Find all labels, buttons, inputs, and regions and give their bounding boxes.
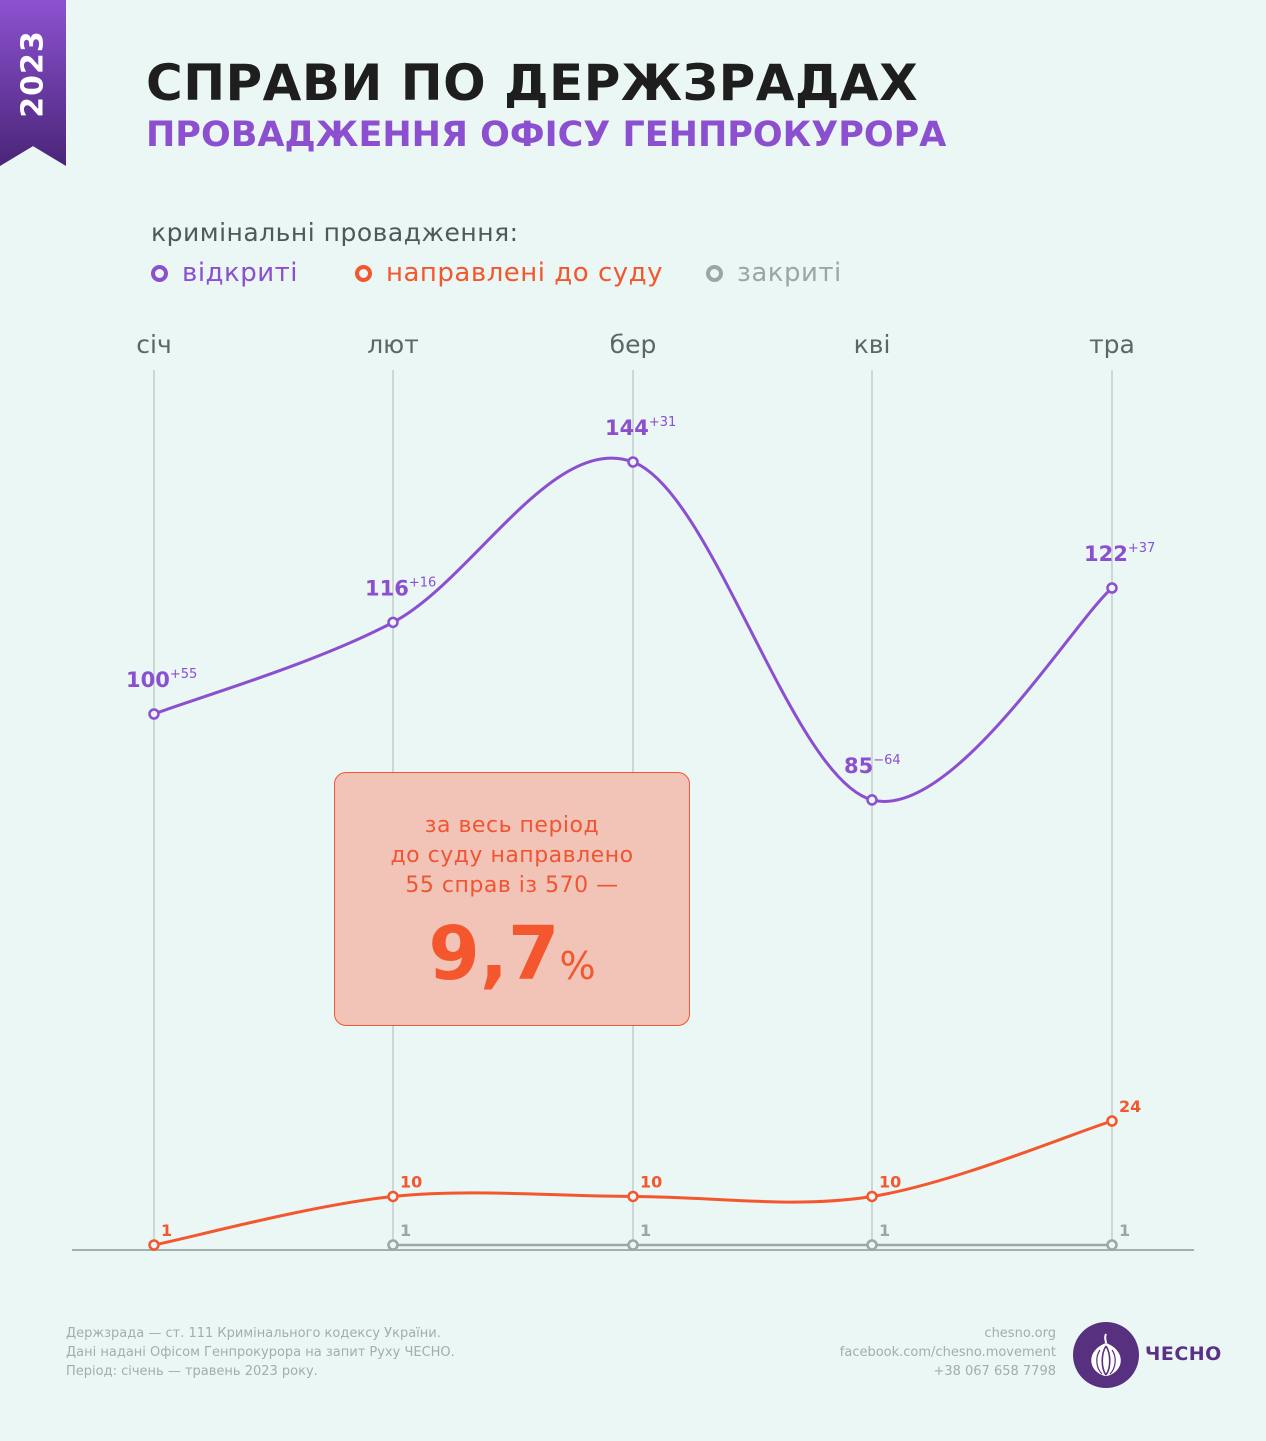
data-point xyxy=(148,708,160,720)
data-label: 1 xyxy=(161,1221,172,1240)
data-point xyxy=(387,1190,399,1203)
data-label: 85−64 xyxy=(844,753,901,778)
garlic-logo-icon xyxy=(1073,1322,1139,1388)
data-label: 10 xyxy=(879,1172,901,1191)
data-label: 1 xyxy=(640,1221,651,1240)
data-point xyxy=(627,1190,639,1203)
logo-text: ЧЕСНО xyxy=(1145,1343,1222,1365)
callout-percentage: 9,7% xyxy=(335,911,689,997)
data-point xyxy=(1106,1115,1118,1127)
data-label: 100+55 xyxy=(126,667,197,692)
x-tick-label: січ xyxy=(136,330,171,359)
data-label: 1 xyxy=(400,1221,411,1240)
data-label: 1 xyxy=(1119,1221,1130,1240)
change-label: +31 xyxy=(649,415,676,430)
footer-note-3: Період: січень — травень 2023 року. xyxy=(66,1364,318,1379)
data-label: 144+31 xyxy=(605,415,676,440)
legend-title: кримінальні провадження: xyxy=(151,218,519,247)
callout-line-3: 55 справ із 570 — xyxy=(405,873,619,898)
data-point xyxy=(148,1239,160,1251)
data-label: 10 xyxy=(640,1172,662,1191)
data-label: 24 xyxy=(1119,1097,1141,1116)
legend-item-to-court: направлені до суду xyxy=(355,258,663,288)
callout-line-1: за весь період xyxy=(424,813,600,838)
legend-to-court-marker-icon xyxy=(355,264,372,282)
page-title: СПРАВИ ПО ДЕРЖЗРАДАХ xyxy=(146,54,919,112)
legend-item-opened: відкриті xyxy=(151,258,298,288)
footer-note-2: Дані надані Офісом Генпрокурора на запит… xyxy=(66,1345,455,1360)
data-point xyxy=(387,1239,399,1251)
data-point xyxy=(627,1239,639,1251)
footer-website-link[interactable]: chesno.org xyxy=(984,1326,1056,1341)
data-point xyxy=(1106,582,1118,594)
change-label: +37 xyxy=(1128,541,1155,556)
callout-line-2: до суду направлено xyxy=(390,843,634,868)
page-subtitle: ПРОВАДЖЕННЯ ОФІСУ ГЕНПРОКУРОРА xyxy=(146,115,947,155)
footer-notes: Держзрада — ст. 111 Кримінального кодекс… xyxy=(66,1324,455,1381)
data-point xyxy=(866,794,878,806)
data-point xyxy=(866,1239,878,1251)
change-label: +16 xyxy=(409,575,436,590)
series-line-0 xyxy=(153,456,1113,803)
legend-item-closed: закриті xyxy=(706,258,842,288)
footer-contacts: chesno.org facebook.com/chesno.movement … xyxy=(840,1324,1056,1381)
footer-phone: +38 067 658 7798 xyxy=(933,1364,1056,1379)
year-tab: 2023 xyxy=(0,0,66,166)
legend-opened-label: відкриті xyxy=(182,258,298,288)
data-point xyxy=(387,616,399,629)
data-point xyxy=(866,1190,878,1203)
callout-value: 9,7 xyxy=(428,911,560,997)
legend-to-court-label: направлені до суду xyxy=(386,258,663,288)
data-label: 122+37 xyxy=(1084,541,1155,566)
change-label: +55 xyxy=(170,667,197,682)
callout-unit: % xyxy=(559,944,596,988)
summary-callout: за весь період до суду направлено 55 спр… xyxy=(334,772,690,1026)
data-label: 1 xyxy=(879,1221,890,1240)
legend-closed-marker-icon xyxy=(706,264,723,282)
legend-opened-marker-icon xyxy=(151,264,168,282)
footer-note-1: Держзрада — ст. 111 Кримінального кодекс… xyxy=(66,1326,441,1341)
data-point xyxy=(1106,1239,1118,1251)
footer-facebook-link[interactable]: facebook.com/chesno.movement xyxy=(839,1345,1056,1360)
legend-closed-label: закриті xyxy=(737,258,842,288)
x-tick-label: кві xyxy=(854,330,891,359)
change-label: −64 xyxy=(873,753,900,768)
x-tick-label: лют xyxy=(367,330,419,359)
data-point xyxy=(627,456,639,468)
x-tick-label: тра xyxy=(1089,330,1135,359)
x-tick-label: бер xyxy=(610,330,657,359)
data-label: 116+16 xyxy=(365,575,436,600)
data-label: 10 xyxy=(400,1172,422,1191)
